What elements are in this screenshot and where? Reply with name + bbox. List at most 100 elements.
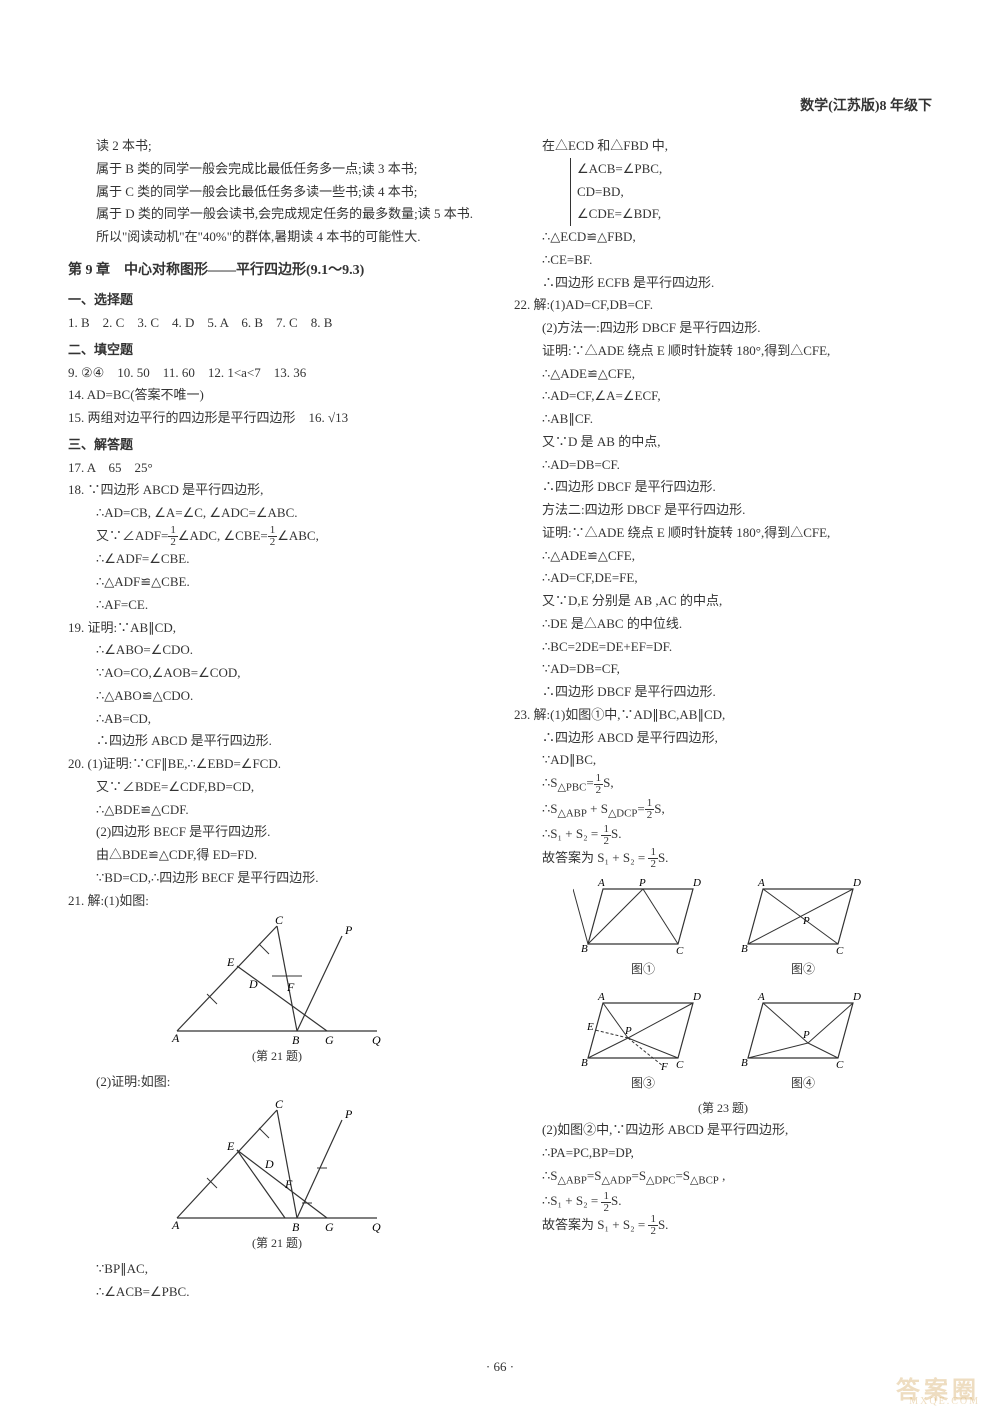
text: 故答案为 S₁ + S₂ = (542, 850, 648, 865)
svg-text:F: F (286, 980, 295, 994)
q18-l6: ∴AF=CE. (68, 594, 486, 617)
svg-text:P: P (802, 915, 810, 927)
left-column: 读 2 本书; 属于 B 类的同学一般会完成比最低任务多一点;读 3 本书; 属… (68, 135, 486, 1304)
section-3-title: 三、解答题 (68, 434, 486, 457)
figure-21-2: A B C D E F G P Q (第 21 题) (68, 1098, 486, 1254)
figure-23-2: A D B C P 图② (733, 874, 873, 980)
fill-line: 9. ②④ 10. 50 11. 60 12. 1<a<7 13. 36 (68, 362, 486, 385)
text: = (637, 801, 644, 816)
fraction-half: 12 (648, 1214, 658, 1237)
cont-l2: ∴△ECD≌△FBD, (542, 226, 932, 249)
figure-23-row1: A P D B C 图① A D B (514, 870, 932, 984)
svg-text:B: B (741, 943, 748, 955)
figure-21-1: A B C D E F G P Q (第 21 题) (68, 916, 486, 1067)
intro-line: 属于 D 类的同学一般会读书,会完成规定任务的最多数量;读 5 本书. (96, 203, 486, 226)
intro-line: 属于 C 类的同学一般会比最低任务多读一些书;读 4 本书; (96, 181, 486, 204)
fraction-half: 12 (648, 847, 658, 870)
text: ∴S (542, 1168, 558, 1183)
sub: △BCP (690, 1174, 719, 1186)
q21-l2: (2)证明:如图: (68, 1071, 486, 1094)
svg-text:P: P (624, 1025, 632, 1037)
right-column: 在△ECD 和△FBD 中, ∠ACB=∠PBC, CD=BD, ∠CDE=∠B… (514, 135, 932, 1304)
fraction-half: 12 (168, 525, 178, 548)
q22-l2: (2)方法一:四边形 DBCF 是平行四边形. (514, 317, 932, 340)
svg-text:D: D (264, 1157, 274, 1171)
q22-m2-l8: ∵AD=DB=CF, (514, 658, 932, 681)
q23-l5: ∴PA=PC,BP=DP, (514, 1142, 932, 1165)
figure-21-1-caption: (第 21 题) (68, 1046, 486, 1067)
q23-l6: ∴S△ABP=S△ADP=S△DPC=S△BCP , (514, 1165, 932, 1191)
q21-l3: ∵BP∥AC, (68, 1258, 486, 1281)
svg-text:P: P (344, 923, 353, 937)
svg-text:C: C (275, 916, 284, 927)
q21-l4: ∴∠ACB=∠PBC. (68, 1281, 486, 1304)
q20: 20. (1)证明:∵CF∥BE,∴∠EBD=∠FCD. 又∵∠BDE=∠CDF… (68, 753, 486, 890)
q19-l3: ∵AO=CO,∠AOB=∠COD, (68, 662, 486, 685)
svg-text:B: B (292, 1220, 300, 1233)
text: = (586, 775, 593, 790)
text: S. (658, 850, 668, 865)
svg-text:C: C (836, 945, 844, 957)
figure-23-caption: (第 23 题) (514, 1098, 932, 1119)
q22-m2-l3: ∴△ADE≌△CFE, (514, 545, 932, 568)
q23-l1: 23. 解:(1)如图①中,∵AD∥BC,AB∥CD, (514, 704, 932, 727)
sub: △DPC (646, 1174, 675, 1186)
figure-21-2-caption: (第 21 题) (68, 1233, 486, 1254)
text: S, (603, 775, 613, 790)
q22-m2-l1: 方法二:四边形 DBCF 是平行四边形. (514, 499, 932, 522)
text: ∴S (542, 801, 558, 816)
svg-text:C: C (275, 1098, 284, 1111)
section-1-title: 一、选择题 (68, 289, 486, 312)
svg-text:D: D (692, 991, 701, 1003)
q21-continued: 在△ECD 和△FBD 中, ∠ACB=∠PBC, CD=BD, ∠CDE=∠B… (514, 135, 932, 294)
svg-text:B: B (581, 943, 588, 955)
q20-l3: ∴△BDE≌△CDF. (68, 799, 486, 822)
q23-l8: 故答案为 S₁ + S₂ = 12S. (514, 1214, 932, 1238)
svg-text:P: P (638, 877, 646, 889)
svg-text:A: A (171, 1218, 180, 1232)
brace-2: CD=BD, (577, 181, 932, 204)
svg-text:D: D (692, 877, 701, 889)
q22-m2-l9: ∴四边形 DBCF 是平行四边形. (514, 681, 932, 704)
q22-m2-l5: 又∵D,E 分别是 AB ,AC 的中点, (514, 590, 932, 613)
q22: 22. 解:(1)AD=CF,DB=CF. (2)方法一:四边形 DBCF 是平… (514, 294, 932, 704)
text: 故答案为 S₁ + S₂ = (542, 1217, 648, 1232)
intro-block: 读 2 本书; 属于 B 类的同学一般会完成比最低任务多一点;读 3 本书; 属… (68, 135, 486, 249)
text: =S (631, 1168, 646, 1183)
fraction-half: 12 (601, 824, 611, 847)
q20-l2: 又∵∠BDE=∠CDF,BD=CD, (68, 776, 486, 799)
cont-l4: ∴四边形 ECFB 是平行四边形. (542, 272, 932, 295)
q22-m2-l4: ∴AD=CF,DE=FE, (514, 567, 932, 590)
q20-l6: ∵BD=CD,∴四边形 BECF 是平行四边形. (68, 867, 486, 890)
content-columns: 读 2 本书; 属于 B 类的同学一般会完成比最低任务多一点;读 3 本书; 属… (68, 135, 932, 1304)
q22-l4: ∴△ADE≌△CFE, (514, 363, 932, 386)
fig3-label: 图③ (573, 1073, 713, 1094)
text: =S (587, 1168, 602, 1183)
q23-l7: ∴S₁ + S₂ = 12S. (514, 1190, 932, 1214)
q20-l5: 由△BDE≌△CDF,得 ED=FD. (68, 844, 486, 867)
fill-line: 15. 两组对边平行的四边形是平行四边形 16. √13 (68, 407, 486, 430)
fill-line: 14. AD=BC(答案不唯一) (68, 384, 486, 407)
q22-l9: ∴四边形 DBCF 是平行四边形. (514, 476, 932, 499)
figure-23-1: A P D B C 图① (573, 874, 713, 980)
sub: △ABP (558, 1174, 587, 1186)
svg-text:P: P (344, 1107, 353, 1121)
svg-text:D: D (852, 877, 861, 889)
brace-1: ∠ACB=∠PBC, (577, 158, 932, 181)
text: ∠ABC, (277, 528, 319, 543)
fraction-half: 12 (645, 798, 655, 821)
svg-text:B: B (292, 1033, 300, 1046)
sub: △ADP (601, 1174, 631, 1186)
q22-l3: 证明:∵△ADE 绕点 E 顺时针旋转 180°,得到△CFE, (514, 340, 932, 363)
q19-l6: ∴四边形 ABCD 是平行四边形. (68, 730, 486, 753)
q18-l4: ∴∠ADF=∠CBE. (68, 548, 486, 571)
text: ∠ADC, ∠CBE= (178, 528, 268, 543)
svg-text:A: A (757, 991, 765, 1003)
q22-l6: ∴AB∥CF. (514, 408, 932, 431)
fraction-half: 12 (601, 1191, 611, 1214)
brace-block: ∠ACB=∠PBC, CD=BD, ∠CDE=∠BDF, (570, 158, 932, 226)
text: + S (587, 801, 608, 816)
svg-text:B: B (741, 1057, 748, 1069)
intro-line: 所以"阅读动机"在"40%"的群体,暑期读 4 本书的可能性大. (96, 226, 486, 249)
q23-s1: ∴S△PBC=12S, (514, 772, 932, 798)
